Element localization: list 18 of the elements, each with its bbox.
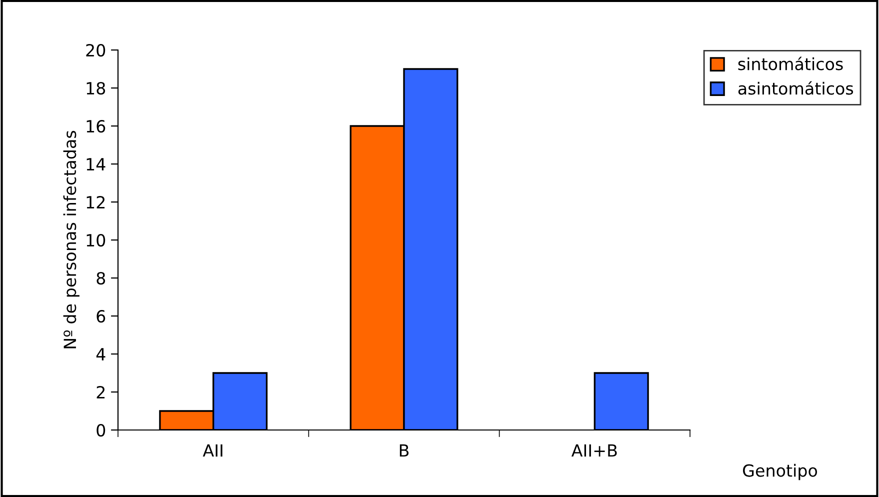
y-tick-label: 16 [86, 120, 106, 133]
x-tick-label: AII [202, 444, 222, 457]
y-tick-label: 18 [86, 82, 106, 95]
x-axis-title: Genotipo [743, 464, 818, 480]
y-tick-label: 12 [86, 196, 105, 208]
y-tick-label: 10 [86, 234, 106, 247]
legend-label: sintomáticos [738, 56, 843, 70]
y-axis-title: Nº de personas infectadas [63, 130, 80, 348]
x-tick-label: B [400, 444, 409, 457]
legend-label: asintomáticos [738, 81, 854, 95]
y-tick-label: 8 [96, 272, 106, 285]
y-tick-label: 20 [86, 44, 106, 57]
y-tick-label: 2 [96, 386, 105, 398]
y-tick-label: 14 [86, 158, 106, 170]
y-tick-label: 4 [96, 348, 106, 360]
x-tick-label: AII+B [571, 444, 617, 457]
y-tick-label: 6 [96, 310, 106, 323]
y-tick-label: 0 [96, 424, 106, 437]
